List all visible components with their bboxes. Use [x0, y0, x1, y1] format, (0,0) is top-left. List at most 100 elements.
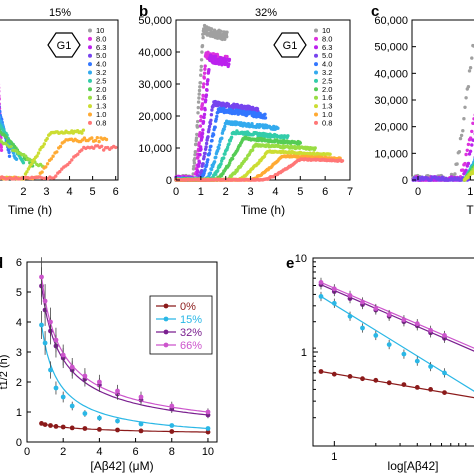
data-point: [45, 162, 50, 166]
data-point: [286, 134, 290, 138]
data-point: [35, 154, 39, 158]
data-point: [97, 379, 102, 385]
data-point: [44, 165, 48, 169]
data-point: [200, 131, 205, 136]
legend-marker: [314, 104, 318, 109]
data-point: [200, 169, 204, 173]
legend-label: 1.3: [96, 102, 106, 111]
data-point: [255, 107, 260, 111]
data-point: [53, 337, 59, 343]
series-5.0: [411, 156, 474, 182]
panel-d-x-label: [Aβ42] (μM): [90, 459, 153, 473]
data-point: [104, 137, 109, 142]
data-point: [199, 64, 203, 69]
panel-a-badge-label: G1: [57, 40, 72, 52]
y-tick-label: 30,000: [374, 95, 408, 107]
data-point: [205, 88, 209, 92]
data-point: [197, 96, 201, 100]
data-point: [209, 27, 214, 31]
legend-label: 1.6: [96, 93, 106, 102]
data-point: [227, 57, 232, 62]
data-point: [25, 170, 29, 174]
legend-marker: [314, 53, 318, 58]
data-point: [429, 178, 433, 182]
data-point: [138, 394, 144, 400]
data-point: [205, 163, 209, 167]
panel-b-y-ticks: 0 10,000 20,000 30,000 40,000 50,000: [138, 15, 180, 187]
data-point: [192, 164, 196, 169]
data-point: [464, 96, 468, 100]
data-point: [276, 126, 280, 130]
x-tick-label: 5: [90, 186, 96, 198]
data-point: [202, 112, 207, 117]
data-point: [193, 157, 197, 161]
x-tick-label: 2: [60, 446, 66, 458]
data-point: [69, 364, 75, 370]
data-point: [60, 394, 66, 400]
data-point: [193, 150, 197, 154]
legend-marker: [314, 45, 318, 50]
panel-b-badge-label: G1: [283, 40, 298, 52]
data-point: [199, 107, 204, 111]
data-point: [55, 150, 59, 154]
legend-marker: [314, 87, 318, 92]
data-point: [69, 403, 75, 409]
data-point: [100, 144, 104, 148]
panel-e-letter: e: [286, 255, 294, 272]
data-point: [7, 154, 12, 158]
data-point: [215, 36, 220, 40]
data-point: [60, 424, 66, 430]
data-point: [58, 144, 63, 149]
data-point: [198, 85, 202, 89]
x-tick-label: 6: [133, 446, 139, 458]
data-point: [440, 175, 445, 179]
x-tick-label: 3: [248, 186, 254, 198]
fit-line: [320, 370, 474, 399]
fit-line: [40, 324, 209, 430]
data-point: [225, 145, 230, 150]
panel-c-y-ticks: 0 10,000 20,000 30,000 40,000 50,000 60,000: [374, 15, 416, 187]
legend-marker: [88, 78, 92, 83]
legend-label: 3.2: [322, 68, 332, 77]
data-point: [471, 121, 474, 125]
x-tick-label: 10: [202, 446, 214, 458]
panel-b-x-label: Time (h): [241, 203, 285, 217]
data-point: [115, 418, 120, 424]
data-point: [220, 136, 224, 140]
data-point: [201, 162, 205, 166]
legend-marker: [163, 303, 169, 309]
data-point: [4, 135, 8, 139]
data-point: [40, 170, 44, 174]
x-tick-label: 6: [113, 186, 119, 198]
data-point: [198, 153, 202, 157]
fit-line: [40, 285, 209, 416]
panel-b-legend: 108.06.35.04.03.22.52.01.61.31.00.8: [314, 26, 332, 127]
data-point: [442, 333, 447, 338]
y-tick-label: 6: [16, 257, 22, 269]
legend-marker: [163, 329, 169, 335]
data-point: [414, 385, 420, 390]
panel-b-data: [174, 23, 345, 182]
data-point: [331, 300, 337, 306]
data-point: [39, 421, 44, 426]
data-point: [53, 385, 59, 391]
data-point: [169, 423, 175, 428]
data-point: [210, 138, 214, 143]
legend-marker: [163, 342, 169, 348]
legend-label: 3.2: [96, 68, 106, 77]
legend-label: 1.0: [322, 110, 332, 119]
panel-b-badge-hexagon: [273, 32, 307, 58]
data-point: [199, 68, 203, 72]
data-point: [191, 167, 196, 171]
y-tick-label: 20,000: [138, 111, 172, 123]
legend-label: 10: [322, 26, 330, 35]
data-point: [193, 153, 197, 157]
legend-marker: [88, 120, 92, 125]
panel-d-y-ticks: 0 1 2 3 4 5 6: [16, 257, 31, 449]
data-point: [213, 125, 217, 129]
data-point: [194, 142, 198, 146]
data-point: [204, 98, 208, 102]
data-point: [199, 147, 203, 151]
data-point: [220, 37, 225, 42]
